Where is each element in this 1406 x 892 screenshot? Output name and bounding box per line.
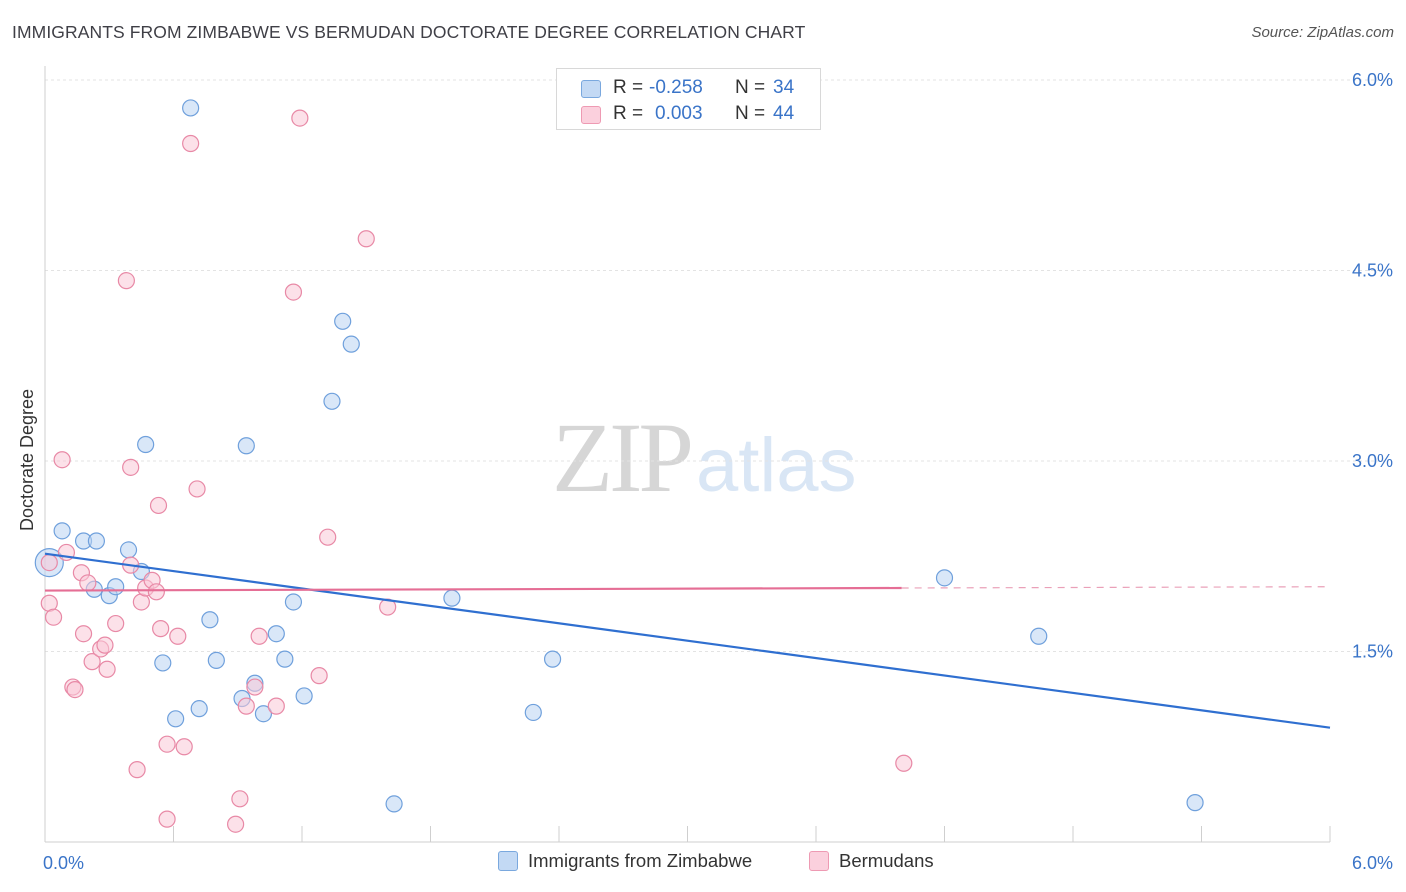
y-tick-label: 6.0% — [1352, 70, 1393, 90]
point-zimbabwe — [385, 795, 403, 813]
point-zimbabwe — [182, 99, 200, 117]
legend-swatch-zimbabwe — [581, 80, 601, 98]
point-bermudans — [284, 283, 303, 301]
series-legend-zimbabwe: Immigrants from Zimbabwe — [498, 850, 752, 872]
point-zimbabwe — [137, 435, 155, 454]
point-bermudans — [122, 458, 140, 476]
point-bermudans — [895, 754, 913, 772]
point-bermudans — [152, 620, 170, 638]
point-bermudans — [310, 667, 328, 685]
legend-swatch-bermudans — [581, 106, 601, 124]
point-zimbabwe — [207, 651, 225, 669]
trendline-zimbabwe — [44, 552, 1331, 729]
point-bermudans — [79, 574, 97, 592]
x-tick-label: 0.0% — [43, 853, 84, 873]
point-bermudans — [117, 272, 135, 290]
y-tick-label: 1.5% — [1352, 642, 1393, 662]
point-zimbabwe — [119, 541, 138, 559]
trendline-bermudans — [44, 586, 902, 592]
point-bermudans — [357, 230, 375, 248]
point-zimbabwe — [237, 437, 255, 455]
point-bermudans — [66, 680, 84, 699]
point-zimbabwe — [167, 710, 185, 728]
point-zimbabwe — [443, 589, 461, 607]
point-bermudans — [319, 528, 337, 546]
y-tick-label: 3.0% — [1352, 451, 1393, 471]
point-bermudans — [246, 678, 264, 696]
point-zimbabwe — [342, 335, 360, 353]
point-bermudans — [250, 627, 268, 645]
point-bermudans — [227, 815, 245, 833]
series-label-bermudans: Bermudans — [839, 850, 934, 871]
point-bermudans — [267, 697, 285, 715]
chart-title: IMMIGRANTS FROM ZIMBABWE VS BERMUDAN DOC… — [12, 22, 806, 42]
point-bermudans — [83, 653, 101, 671]
point-bermudans — [169, 627, 187, 645]
legend-r-label: R = — [613, 103, 644, 124]
watermark-atlas: atlas — [696, 423, 857, 508]
correlation-legend: R = -0.258 N = 34 R = 0.003 N = 44 — [556, 68, 821, 130]
point-zimbabwe — [524, 703, 542, 722]
trendline-bermudans-extension — [901, 586, 1331, 589]
point-zimbabwe — [323, 392, 341, 410]
point-bermudans — [40, 553, 58, 572]
point-zimbabwe — [154, 654, 172, 672]
point-zimbabwe — [334, 312, 352, 330]
point-bermudans — [44, 608, 63, 626]
point-bermudans — [231, 790, 249, 808]
point-bermudans — [182, 134, 200, 153]
series-label-zimbabwe: Immigrants from Zimbabwe — [528, 850, 753, 871]
watermark: ZIPatlas — [552, 400, 857, 515]
point-bermudans — [237, 697, 255, 715]
point-zimbabwe — [190, 700, 208, 718]
point-bermudans — [98, 660, 116, 678]
point-bermudans — [291, 109, 309, 127]
point-bermudans — [158, 735, 176, 753]
point-bermudans — [128, 761, 146, 779]
point-bermudans — [96, 636, 114, 654]
point-bermudans — [107, 614, 125, 633]
legend-n-label: N = — [735, 77, 766, 98]
legend-r-label: R = — [613, 77, 644, 98]
x-tick-label: 6.0% — [1352, 853, 1393, 873]
point-zimbabwe — [935, 569, 954, 587]
point-zimbabwe — [276, 650, 294, 668]
legend-n-value-zimbabwe: 34 — [773, 77, 795, 98]
point-bermudans — [149, 496, 168, 515]
series-swatch-zimbabwe — [498, 851, 518, 871]
point-bermudans — [158, 810, 176, 828]
point-bermudans — [175, 738, 193, 756]
legend-r-value-zimbabwe: -0.258 — [649, 77, 703, 98]
legend-n-value-bermudans: 44 — [773, 103, 795, 124]
point-bermudans — [53, 451, 71, 469]
point-zimbabwe — [201, 611, 219, 629]
legend-r-value-bermudans: 0.003 — [655, 103, 703, 124]
y-axis-label: Doctorate Degree — [17, 389, 37, 531]
point-zimbabwe — [284, 593, 303, 611]
point-zimbabwe — [543, 650, 562, 668]
point-zimbabwe — [267, 625, 285, 643]
y-tick-label: 4.5% — [1352, 261, 1393, 281]
point-bermudans — [74, 625, 93, 643]
series-swatch-bermudans — [809, 851, 829, 871]
point-zimbabwe — [53, 522, 71, 540]
source-label: Source: ZipAtlas.com — [1251, 24, 1394, 41]
point-zimbabwe — [1030, 627, 1048, 645]
point-zimbabwe — [295, 687, 313, 705]
legend-n-label: N = — [735, 103, 766, 124]
point-bermudans — [188, 480, 206, 498]
watermark-zip: ZIP — [552, 402, 694, 513]
point-bermudans — [147, 583, 165, 601]
point-zimbabwe — [254, 705, 273, 723]
series-legend-bermudans: Bermudans — [809, 850, 934, 872]
point-zimbabwe — [87, 532, 106, 550]
point-zimbabwe — [1186, 794, 1204, 812]
point-zimbabwe — [107, 578, 125, 596]
